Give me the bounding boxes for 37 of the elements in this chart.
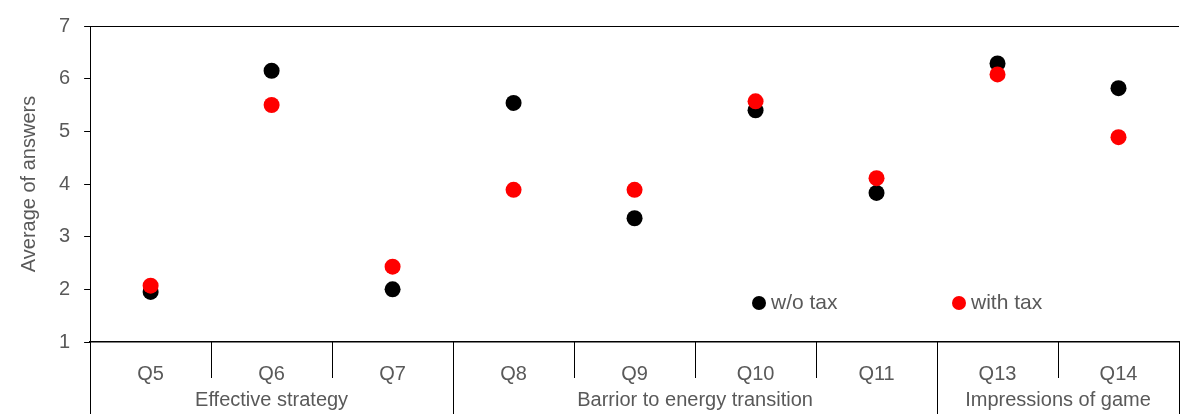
point: [505, 181, 522, 198]
x-tick-label: Q14: [1099, 361, 1138, 384]
point: [263, 97, 280, 113]
point: [384, 281, 401, 298]
y-tick-label: 3: [59, 224, 71, 247]
x-tick-label: Q9: [621, 361, 648, 384]
text: Impressions of game: [965, 387, 1151, 410]
x-tick-label: Q5: [137, 361, 164, 384]
y-tick-label: 2: [59, 276, 71, 299]
x-tick-label: Q7: [379, 361, 406, 384]
y-axis-title: Average of answers: [16, 95, 39, 273]
point: [1110, 129, 1127, 146]
y-tick-label: 7: [59, 13, 71, 36]
point: [1110, 80, 1127, 97]
x-tick-label: Q10: [736, 361, 775, 384]
point: [626, 210, 643, 227]
legend-label: with tax: [970, 289, 1043, 313]
y-tick-label: 1: [59, 329, 71, 352]
y-tick-label: 6: [59, 66, 71, 89]
point: [142, 277, 159, 294]
y-tick-label: 4: [59, 171, 71, 194]
point: [505, 94, 522, 111]
point: [989, 66, 1006, 83]
legend-label: w/o tax: [770, 289, 839, 313]
point: [626, 181, 643, 198]
point: [263, 62, 280, 79]
point: [384, 258, 401, 275]
text: Barrior to energy transition: [577, 387, 813, 410]
text: Effective strategy: [195, 387, 349, 410]
x-tick-label: Q11: [858, 361, 895, 384]
point: [868, 184, 885, 201]
x-tick-label: Q13: [978, 361, 1017, 384]
x-tick-label: Q6: [258, 361, 285, 384]
y-tick-label: 5: [59, 118, 71, 141]
x-tick-label: Q8: [500, 361, 527, 384]
point: [747, 93, 764, 110]
point: [868, 170, 885, 187]
